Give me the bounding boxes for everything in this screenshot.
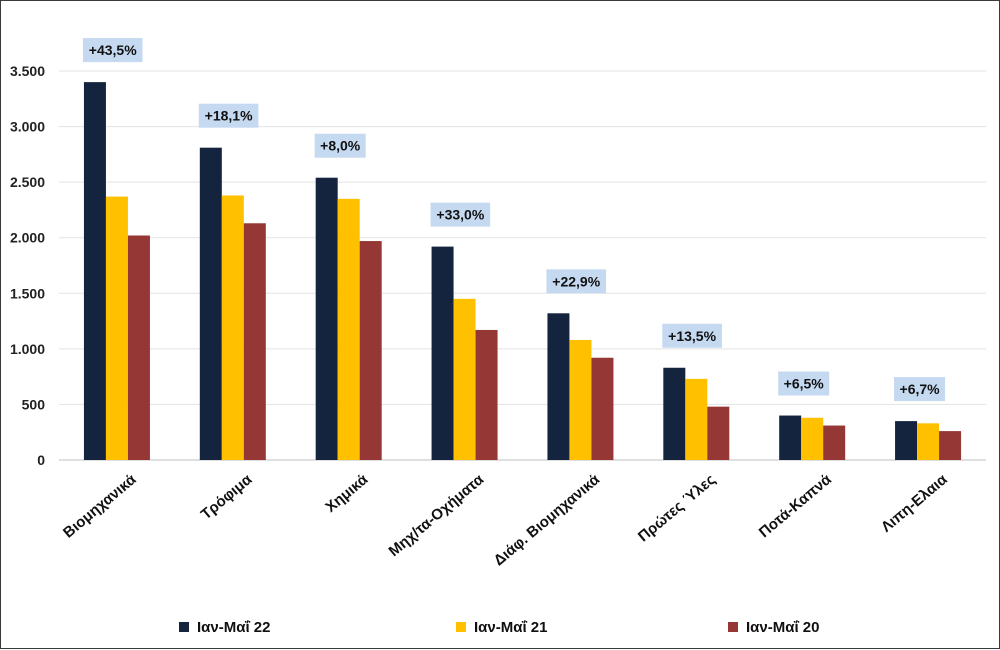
bar [243, 223, 266, 460]
y-tick-label: 3.000 [10, 119, 45, 135]
annotation-label: +33,0% [436, 207, 484, 223]
bar [221, 195, 244, 461]
legend-label: Ιαν-Μαΐ 21 [474, 619, 547, 636]
annotation-box [198, 103, 259, 128]
annotation-label: +8,0% [320, 138, 361, 154]
annotation-box [82, 38, 143, 63]
legend-label: Ιαν-Μαΐ 20 [746, 619, 819, 636]
gridlines [59, 70, 986, 461]
annotation-box [546, 269, 607, 294]
bar [917, 423, 940, 460]
bar [431, 246, 454, 460]
bars [83, 82, 962, 461]
bar [359, 241, 382, 460]
bar [663, 367, 686, 460]
y-axis: 0 500 1.000 1.500 2.000 2.500 3.000 3.500 [10, 63, 45, 468]
y-tick-label: 2.500 [10, 174, 45, 190]
bar [547, 313, 570, 460]
bar [127, 235, 150, 460]
category-label: Βιομηχανικά [60, 471, 140, 542]
bar [939, 431, 962, 460]
category-label: Τρόφιμα [198, 471, 256, 524]
bar [83, 82, 106, 460]
bar [475, 329, 498, 460]
annotation-box [314, 133, 366, 158]
legend-label: Ιαν-Μαΐ 22 [197, 619, 270, 636]
legend-swatch [728, 622, 738, 632]
category-label: Λιπη-Ελαια [878, 471, 951, 536]
y-tick-label: 1.000 [10, 341, 45, 357]
y-tick-label: 500 [22, 396, 46, 412]
y-tick-label: 0 [37, 452, 45, 468]
annotation-box [778, 371, 830, 396]
bar [801, 417, 824, 460]
category-label: Ποτά-Καπνά [756, 471, 836, 542]
category-label: Μηχ/τα-Οχήματα [386, 471, 488, 561]
bar [685, 378, 708, 460]
annotation-label: +6,7% [900, 381, 941, 397]
bar [895, 421, 918, 460]
bar [315, 177, 338, 460]
annotation-box [430, 202, 491, 227]
x-axis: Βιομηχανικά Τρόφιμα Χημικά Μηχ/τα-Οχήματα Δι… [60, 471, 951, 570]
annotation-label: +22,9% [552, 273, 600, 289]
y-tick-label: 3.500 [10, 63, 45, 79]
bar [453, 298, 476, 460]
annotation-label: +6,5% [784, 376, 825, 392]
legend: Ιαν-Μαΐ 22 Ιαν-Μαΐ 21 Ιαν-Μαΐ 20 [179, 619, 819, 636]
bar [591, 357, 614, 460]
bar [199, 147, 222, 460]
category-label: Διάφ. Βιομηχανικά [490, 471, 603, 570]
annotation-label: +43,5% [89, 42, 137, 58]
legend-swatch [456, 622, 466, 632]
bar [823, 425, 846, 460]
category-label: Πρώτες Ύλες [635, 471, 719, 545]
bar [105, 196, 128, 460]
annotations: +43,5% +18,1% +8,0% +33,0% +22,9% +13,5% +6,5%… [82, 38, 946, 402]
bar [337, 198, 360, 461]
annotation-box [662, 323, 722, 348]
legend-swatch [179, 622, 189, 632]
bar [569, 339, 592, 460]
y-tick-label: 1.500 [10, 285, 45, 301]
annotation-label: +13,5% [668, 328, 716, 344]
category-label: Χημικά [322, 471, 372, 516]
annotation-box [894, 377, 946, 402]
y-tick-label: 2.000 [10, 230, 45, 246]
bar [779, 415, 802, 460]
annotation-label: +18,1% [205, 108, 253, 124]
bar [707, 406, 730, 460]
